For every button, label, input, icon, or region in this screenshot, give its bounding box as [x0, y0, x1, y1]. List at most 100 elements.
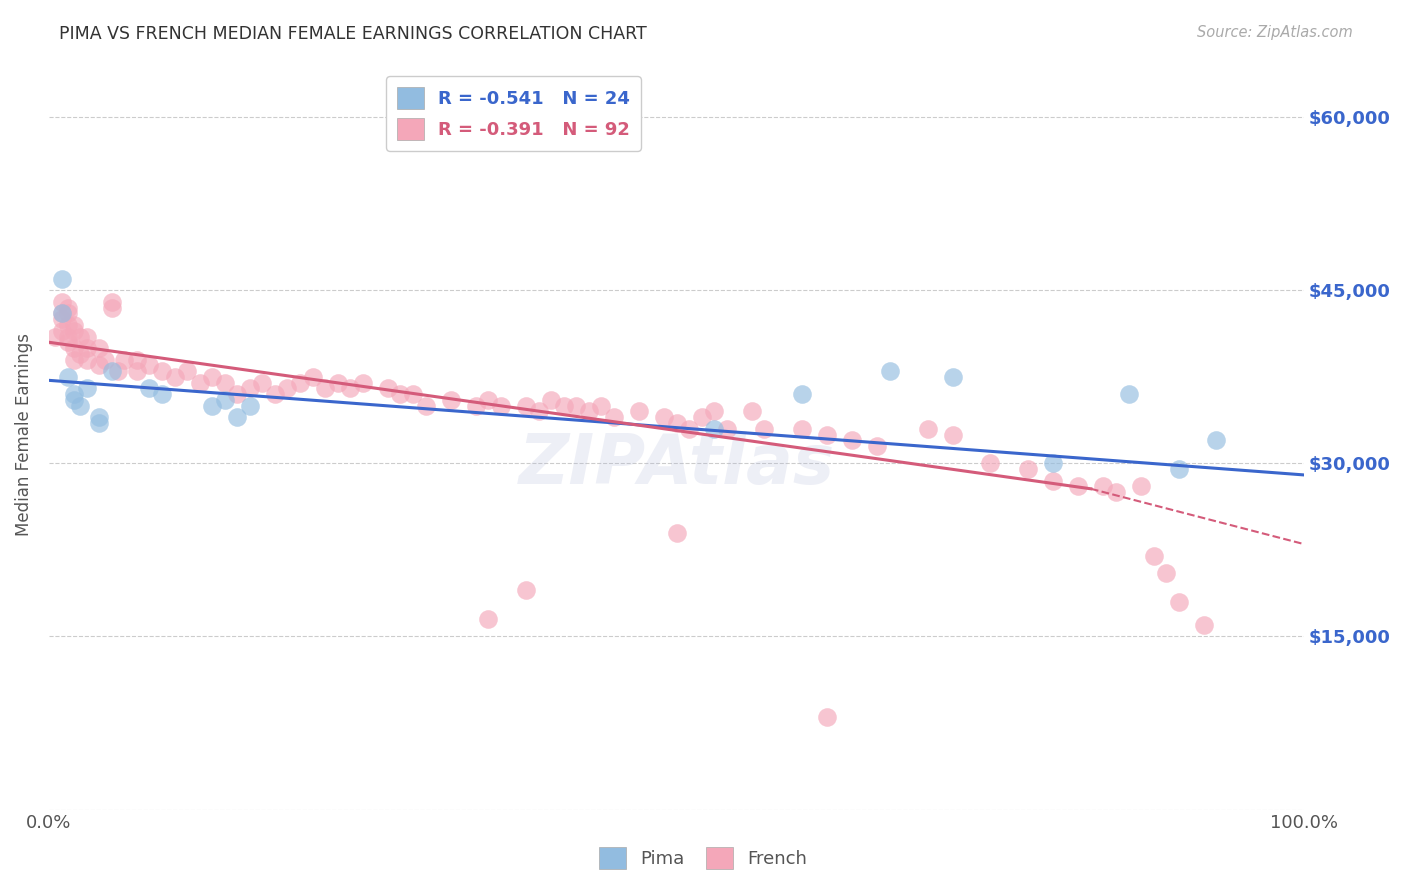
Point: [252, 376, 274, 390]
Point: [527, 404, 550, 418]
Point: [402, 387, 425, 401]
Point: [63, 392, 86, 407]
Point: [214, 392, 236, 407]
Point: [464, 399, 486, 413]
Point: [515, 583, 537, 598]
Text: ZIPAtlas: ZIPAtlas: [519, 431, 835, 498]
Point: [754, 422, 776, 436]
Point: [665, 525, 688, 540]
Point: [942, 370, 965, 384]
Point: [76, 329, 98, 343]
Point: [1205, 434, 1227, 448]
Point: [1105, 485, 1128, 500]
Point: [51, 324, 73, 338]
Point: [150, 364, 173, 378]
Point: [100, 294, 122, 309]
Point: [188, 376, 211, 390]
Point: [716, 422, 738, 436]
Point: [89, 416, 111, 430]
Point: [51, 306, 73, 320]
Point: [1017, 462, 1039, 476]
Point: [69, 329, 91, 343]
Point: [841, 434, 863, 448]
Point: [89, 341, 111, 355]
Point: [239, 399, 262, 413]
Point: [201, 370, 224, 384]
Point: [553, 399, 575, 413]
Point: [477, 392, 499, 407]
Point: [489, 399, 512, 413]
Point: [326, 376, 349, 390]
Point: [138, 359, 160, 373]
Point: [125, 352, 148, 367]
Point: [56, 329, 79, 343]
Point: [741, 404, 763, 418]
Point: [56, 335, 79, 350]
Point: [652, 410, 675, 425]
Point: [276, 381, 298, 395]
Point: [866, 439, 889, 453]
Point: [51, 312, 73, 326]
Y-axis label: Median Female Earnings: Median Female Earnings: [15, 333, 32, 536]
Point: [239, 381, 262, 395]
Point: [314, 381, 336, 395]
Point: [792, 387, 814, 401]
Point: [690, 410, 713, 425]
Point: [591, 399, 613, 413]
Point: [150, 387, 173, 401]
Point: [942, 427, 965, 442]
Point: [917, 422, 939, 436]
Point: [389, 387, 412, 401]
Legend: Pima, French: Pima, French: [592, 839, 814, 876]
Point: [1167, 462, 1189, 476]
Point: [100, 301, 122, 315]
Point: [1092, 479, 1115, 493]
Point: [440, 392, 463, 407]
Point: [51, 294, 73, 309]
Point: [540, 392, 562, 407]
Point: [94, 352, 117, 367]
Point: [44, 329, 66, 343]
Point: [89, 359, 111, 373]
Point: [63, 352, 86, 367]
Point: [1143, 549, 1166, 563]
Point: [51, 306, 73, 320]
Point: [792, 422, 814, 436]
Text: Source: ZipAtlas.com: Source: ZipAtlas.com: [1197, 25, 1353, 40]
Point: [112, 352, 135, 367]
Point: [226, 387, 249, 401]
Point: [214, 376, 236, 390]
Point: [1042, 474, 1064, 488]
Point: [415, 399, 437, 413]
Point: [76, 381, 98, 395]
Point: [352, 376, 374, 390]
Point: [665, 416, 688, 430]
Point: [1130, 479, 1153, 493]
Point: [264, 387, 287, 401]
Point: [603, 410, 626, 425]
Point: [879, 364, 901, 378]
Point: [89, 410, 111, 425]
Point: [176, 364, 198, 378]
Point: [107, 364, 129, 378]
Point: [288, 376, 311, 390]
Point: [69, 399, 91, 413]
Point: [703, 422, 725, 436]
Point: [565, 399, 588, 413]
Point: [815, 427, 838, 442]
Point: [76, 352, 98, 367]
Point: [56, 318, 79, 332]
Point: [56, 301, 79, 315]
Point: [226, 410, 249, 425]
Point: [703, 404, 725, 418]
Point: [76, 341, 98, 355]
Point: [339, 381, 361, 395]
Point: [63, 341, 86, 355]
Point: [100, 364, 122, 378]
Point: [627, 404, 650, 418]
Point: [63, 324, 86, 338]
Point: [69, 347, 91, 361]
Point: [63, 387, 86, 401]
Point: [163, 370, 186, 384]
Point: [1118, 387, 1140, 401]
